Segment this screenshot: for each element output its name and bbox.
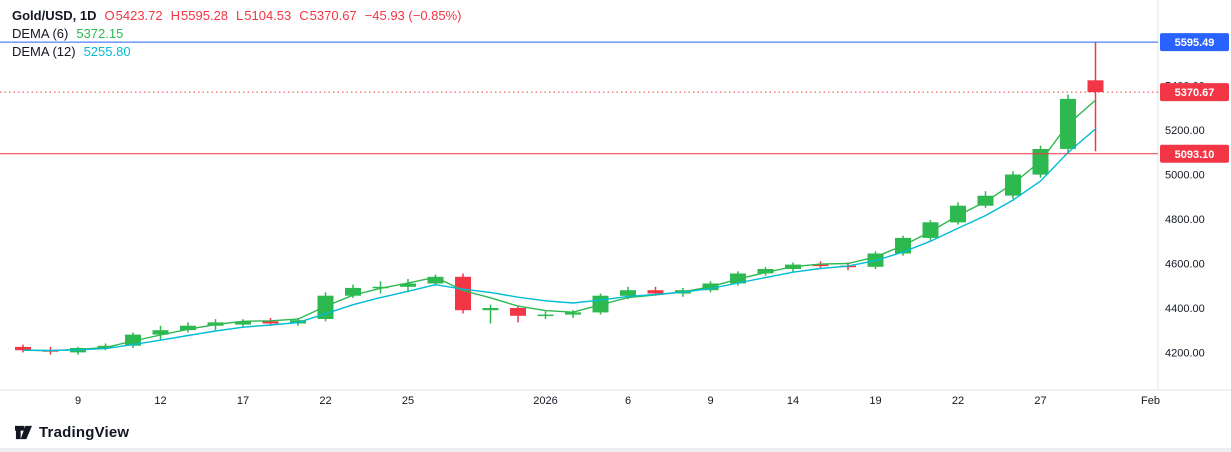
price-badges: 5595.49 5370.67 5093.10 bbox=[1160, 33, 1229, 163]
svg-text:22: 22 bbox=[319, 395, 331, 407]
close-value: C 5370.67 bbox=[299, 8, 357, 23]
candles bbox=[15, 42, 1104, 355]
svg-text:4400.00: 4400.00 bbox=[1165, 303, 1205, 315]
high-value: H 5595.28 bbox=[170, 8, 229, 23]
price-axis[interactable]: 4200.00 4400.00 4600.00 4800.00 5000.00 5200.… bbox=[1165, 81, 1205, 360]
svg-text:5595.49: 5595.49 bbox=[1175, 37, 1215, 49]
svg-text:9: 9 bbox=[75, 395, 81, 407]
time-axis[interactable]: 9 12 17 22 25 2026 6 9 14 19 22 27 Feb bbox=[75, 395, 1160, 407]
open-value: O 5423.72 bbox=[104, 8, 163, 23]
price-level-lines[interactable] bbox=[0, 41, 1158, 155]
axis-separators bbox=[0, 0, 1231, 391]
symbol-title[interactable]: Gold/USD, 1D bbox=[12, 8, 97, 23]
tradingview-glyph-icon bbox=[15, 425, 32, 440]
low-value: L 5104.53 bbox=[236, 8, 292, 23]
brand-text: TradingView bbox=[39, 424, 130, 441]
svg-text:17: 17 bbox=[237, 395, 249, 407]
indicator-label: DEMA (12) bbox=[12, 44, 76, 59]
svg-text:5000.00: 5000.00 bbox=[1165, 170, 1205, 182]
svg-text:Feb: Feb bbox=[1141, 395, 1160, 407]
chart-window: 4200.00 4400.00 4600.00 4800.00 5000.00 5200.… bbox=[0, 0, 1231, 417]
indicator-value: 5255.80 bbox=[83, 44, 131, 59]
tradingview-logo[interactable]: TradingView bbox=[14, 424, 129, 441]
svg-text:19: 19 bbox=[869, 395, 881, 407]
svg-text:27: 27 bbox=[1034, 395, 1046, 407]
svg-text:12: 12 bbox=[154, 395, 166, 407]
svg-text:5093.10: 5093.10 bbox=[1175, 149, 1215, 161]
svg-text:25: 25 bbox=[402, 395, 414, 407]
dema-lines bbox=[22, 99, 1096, 352]
svg-text:4800.00: 4800.00 bbox=[1165, 214, 1205, 226]
svg-text:6: 6 bbox=[625, 395, 631, 407]
footer: TradingView bbox=[0, 417, 1231, 452]
svg-text:14: 14 bbox=[787, 395, 799, 407]
indicator-value: 5372.15 bbox=[76, 26, 124, 41]
svg-text:22: 22 bbox=[952, 395, 964, 407]
svg-text:4200.00: 4200.00 bbox=[1165, 347, 1205, 359]
svg-text:9: 9 bbox=[707, 395, 713, 407]
legend: Gold/USD, 1D O 5423.72 H 5595.28 L 5104.53 … bbox=[12, 7, 462, 61]
svg-text:5370.67: 5370.67 bbox=[1175, 87, 1215, 99]
indicator-label: DEMA (6) bbox=[12, 26, 69, 41]
change-value: −45.93 (−0.85%) bbox=[364, 8, 462, 23]
svg-text:2026: 2026 bbox=[533, 395, 557, 407]
candlestick-chart[interactable]: 4200.00 4400.00 4600.00 4800.00 5000.00 5200.… bbox=[0, 0, 1231, 417]
svg-text:4600.00: 4600.00 bbox=[1165, 259, 1205, 271]
indicator-row-dema6[interactable]: DEMA (6) 5372.15 bbox=[12, 25, 462, 43]
svg-text:5200.00: 5200.00 bbox=[1165, 125, 1205, 137]
symbol-row: Gold/USD, 1D O 5423.72 H 5595.28 L 5104.53 … bbox=[12, 7, 462, 25]
indicator-row-dema12[interactable]: DEMA (12) 5255.80 bbox=[12, 43, 462, 61]
